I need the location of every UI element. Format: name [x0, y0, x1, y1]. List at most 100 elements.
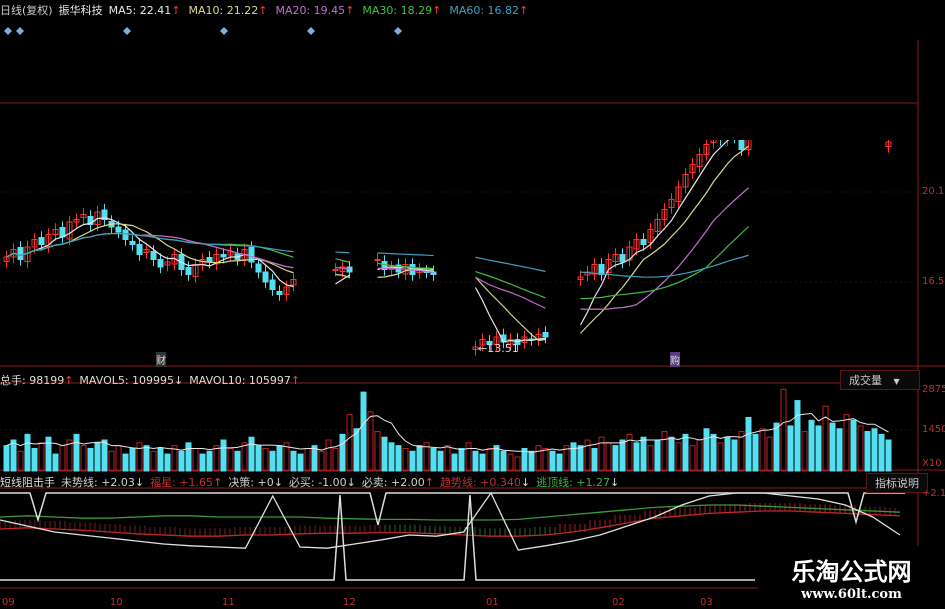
- volume-bar: [486, 447, 493, 472]
- volume-bar: [31, 447, 38, 472]
- ma-line: [6, 232, 294, 258]
- volume-bar: [640, 436, 647, 472]
- volume-bar: [206, 450, 213, 472]
- candle: [66, 221, 73, 240]
- volume-bar: [549, 450, 556, 472]
- volume-bar: [717, 442, 724, 472]
- trend-arrow-icon: ↑: [424, 476, 434, 489]
- volume-bar: [689, 445, 696, 472]
- volume-bar: [500, 450, 507, 472]
- candle: [661, 209, 668, 220]
- candle: [507, 339, 514, 345]
- candle: [598, 264, 605, 275]
- volume-bar: [829, 422, 836, 472]
- candle: [682, 174, 689, 188]
- candle: [346, 266, 353, 273]
- volume-bar: [437, 450, 444, 472]
- candle: [584, 271, 591, 276]
- candle: [122, 229, 129, 240]
- volume-bar: [885, 439, 892, 472]
- volume-bar: [255, 445, 262, 472]
- volume-bar: [731, 439, 738, 472]
- ma-legend: MA5: 22.41↑ MA10: 21.22↑ MA20: 19.45↑ MA30:…: [109, 4, 529, 17]
- volume-bar: [24, 433, 31, 472]
- trend-arrow-icon: ↑: [64, 374, 74, 387]
- volume-bar: [115, 445, 122, 472]
- candle: [10, 249, 17, 258]
- volume-bar: [3, 445, 10, 472]
- volume-bar: [773, 422, 780, 472]
- volume-bar: [822, 405, 829, 472]
- volume-indicator-selector[interactable]: 成交量 ▼: [840, 370, 920, 390]
- volume-bar: [248, 436, 255, 472]
- candle: [45, 234, 52, 247]
- volume-bar: [416, 445, 423, 472]
- trend-arrow-icon: ↓: [520, 476, 531, 489]
- candle: [718, 137, 723, 140]
- volume-bar: [136, 442, 143, 472]
- indicator-legend-item: 逃顶线: +1.27↓: [536, 474, 619, 490]
- date-tick: 11: [222, 597, 235, 608]
- volume-bar: [619, 439, 626, 472]
- volume-bar: [787, 425, 794, 472]
- low-price-label: ←13.51: [478, 342, 519, 355]
- candle: [283, 286, 290, 295]
- volume-bar: [521, 447, 528, 472]
- volume-unit: X10: [922, 458, 942, 469]
- candle: [710, 140, 717, 143]
- candle: [493, 336, 500, 345]
- volume-bar: [563, 445, 570, 472]
- volume-bar: [724, 436, 731, 472]
- indicator-help-button[interactable]: 指标说明: [866, 473, 928, 493]
- candle: [213, 254, 220, 265]
- trend-arrow-icon: ↑: [213, 476, 223, 489]
- candle: [73, 219, 80, 223]
- signal-diamond-icon: [307, 27, 315, 35]
- candle: [17, 247, 24, 260]
- signal-diamond-icon: [16, 27, 24, 35]
- candle: [577, 276, 584, 280]
- volume-bar: [465, 442, 472, 472]
- candle: [262, 271, 269, 283]
- volume-bar: [185, 442, 192, 472]
- candle: [31, 239, 38, 248]
- volume-bar: [745, 416, 752, 472]
- volume-bar: [759, 428, 766, 472]
- indicator-tick: +2.1: [922, 488, 945, 499]
- event-marker-gou[interactable]: 购: [670, 352, 680, 367]
- volume-bar: [171, 445, 178, 472]
- indicator-value: 决策: +0: [228, 476, 274, 489]
- volume-bar: [73, 433, 80, 472]
- candle: [542, 332, 549, 338]
- volume-bar: [66, 439, 73, 472]
- volume-bar: [101, 439, 108, 472]
- trend-arrow-icon: ↑: [258, 3, 268, 17]
- volume-bar: [570, 442, 577, 472]
- candle: [486, 341, 493, 345]
- date-tick: 02: [612, 597, 625, 608]
- candle: [157, 259, 164, 268]
- indicator-legend-item: 趋势线: +0.340↓: [440, 474, 530, 490]
- candle: [689, 164, 696, 173]
- volume-bar: [528, 450, 535, 472]
- signal-diamond-icon: [394, 27, 402, 35]
- period-label[interactable]: 日线(复权): [0, 4, 53, 17]
- main-chart-header: 日线(复权) 振华科技 MA5: 22.41↑ MA10: 21.22↑ MA20:…: [0, 2, 528, 18]
- volume-bar: [409, 450, 416, 472]
- candle: [633, 239, 640, 250]
- candle: [647, 229, 654, 243]
- indicator-header: 短线阻击手 未势线: +2.03↓ 福星: +1.65↑ 决策: +0↓ 必买: -1…: [0, 474, 619, 490]
- volume-bar: [857, 425, 864, 472]
- volume-bar: [605, 442, 612, 472]
- candle: [612, 254, 619, 262]
- volume-bar: [577, 445, 584, 472]
- event-marker-cai[interactable]: 财: [156, 352, 166, 367]
- candle: [725, 130, 730, 140]
- volume-bar: [129, 447, 136, 472]
- ma-legend-item: MA60: 16.82↑: [449, 4, 528, 17]
- volume-bar: [864, 431, 871, 472]
- candle: [640, 239, 647, 245]
- ma-line: [474, 287, 546, 343]
- volume-bar: [647, 445, 654, 472]
